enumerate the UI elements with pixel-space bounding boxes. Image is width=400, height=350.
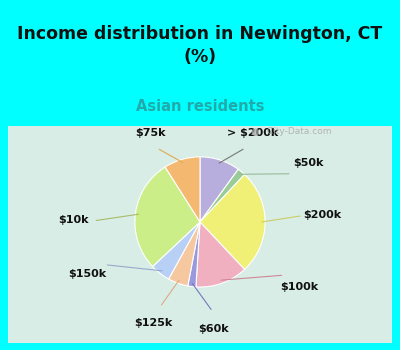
Wedge shape: [196, 222, 244, 287]
Text: Income distribution in Newington, CT
(%): Income distribution in Newington, CT (%): [17, 26, 383, 65]
Wedge shape: [200, 175, 265, 270]
Text: City-Data.com: City-Data.com: [264, 127, 331, 136]
Wedge shape: [165, 157, 200, 222]
Text: ●: ●: [250, 127, 258, 137]
Wedge shape: [169, 222, 200, 286]
Wedge shape: [200, 169, 244, 222]
Text: > $200k: > $200k: [227, 128, 278, 138]
Text: $60k: $60k: [198, 324, 229, 334]
Wedge shape: [188, 222, 200, 287]
Text: Asian residents: Asian residents: [136, 99, 264, 114]
Text: $50k: $50k: [293, 158, 324, 168]
Text: $100k: $100k: [280, 282, 318, 292]
Text: $150k: $150k: [68, 270, 106, 279]
Text: $125k: $125k: [134, 318, 172, 328]
Text: $200k: $200k: [303, 210, 341, 220]
Wedge shape: [200, 157, 238, 222]
Text: $10k: $10k: [58, 215, 89, 225]
Text: $75k: $75k: [135, 128, 166, 138]
Wedge shape: [152, 222, 200, 279]
Wedge shape: [135, 167, 200, 266]
